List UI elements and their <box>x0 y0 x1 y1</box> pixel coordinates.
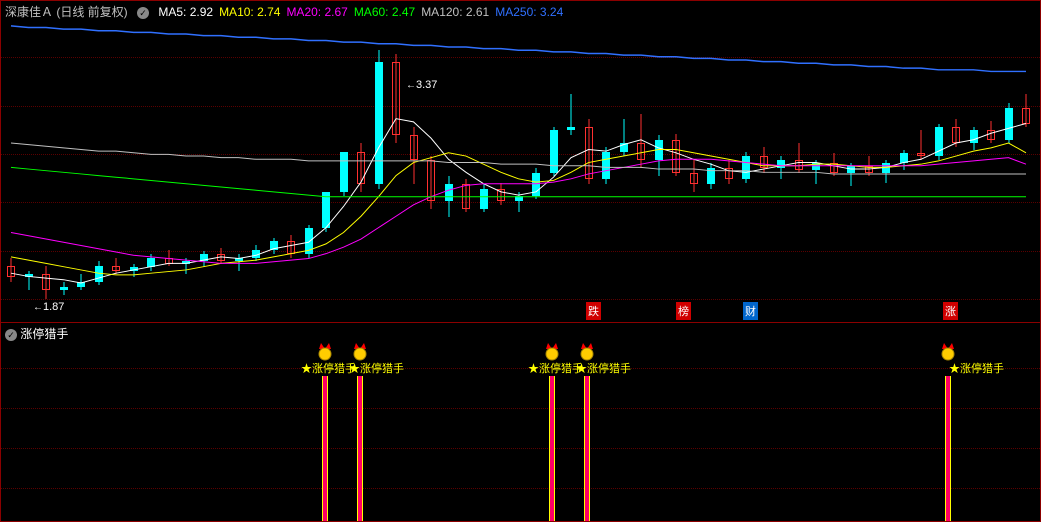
grid-line <box>1 368 1040 369</box>
grid-line <box>1 408 1040 409</box>
medal-icon <box>941 343 955 361</box>
ma-indicator: MA60: 2.47 <box>354 5 415 19</box>
event-tag[interactable]: 跌 <box>586 302 601 320</box>
main-candlestick-chart[interactable]: ←3.37 ←1.87 跌 榜 财 涨 <box>1 21 1040 323</box>
grid-line <box>1 299 1040 300</box>
signal-label: ★涨停猎手 <box>528 360 583 376</box>
grid-line <box>1 57 1040 58</box>
medal-icon <box>318 343 332 361</box>
signal-label: ★涨停猎手 <box>301 360 356 376</box>
grid-line <box>1 106 1040 107</box>
grid-line <box>1 488 1040 489</box>
ma-indicator: MA20: 2.67 <box>286 5 347 19</box>
event-tag[interactable]: 财 <box>743 302 758 320</box>
ma-line <box>11 143 1026 174</box>
signal-pillar <box>322 376 328 521</box>
grid-line <box>1 154 1040 155</box>
price-label: ←1.87 <box>33 301 64 313</box>
grid-line <box>1 251 1040 252</box>
medal-icon <box>545 343 559 361</box>
grid-line <box>1 202 1040 203</box>
ma-indicator: MA250: 3.24 <box>495 5 563 19</box>
grid-line <box>1 448 1040 449</box>
chart-header: 深康佳Ａ (日线 前复权) ✓ MA5: 2.92 MA10: 2.74 MA20:… <box>5 3 575 20</box>
ma-line <box>11 26 1026 72</box>
stock-chart-container: 深康佳Ａ (日线 前复权) ✓ MA5: 2.92 MA10: 2.74 MA20:… <box>0 0 1041 522</box>
medal-icon <box>580 343 594 361</box>
signal-pillar <box>584 376 590 521</box>
stock-title: 深康佳Ａ (日线 前复权) <box>5 5 128 19</box>
ma-indicator: MA5: 2.92 <box>158 5 213 19</box>
check-icon: ✓ <box>137 7 149 19</box>
event-tag[interactable]: 涨 <box>943 302 958 320</box>
event-tag[interactable]: 榜 <box>676 302 691 320</box>
signal-pillar <box>945 376 951 521</box>
sub-indicator-chart[interactable]: ★涨停猎手★涨停猎手★涨停猎手★涨停猎手★涨停猎手 <box>1 339 1040 521</box>
signal-label: ★涨停猎手 <box>949 360 1004 376</box>
medal-icon <box>353 343 367 361</box>
signal-pillar <box>357 376 363 521</box>
ma-indicator: MA120: 2.61 <box>421 5 489 19</box>
ma-indicator: MA10: 2.74 <box>219 5 280 19</box>
signal-label: ★涨停猎手 <box>576 360 631 376</box>
signal-label: ★涨停猎手 <box>349 360 404 376</box>
signal-pillar <box>549 376 555 521</box>
price-label: ←3.37 <box>406 79 437 91</box>
